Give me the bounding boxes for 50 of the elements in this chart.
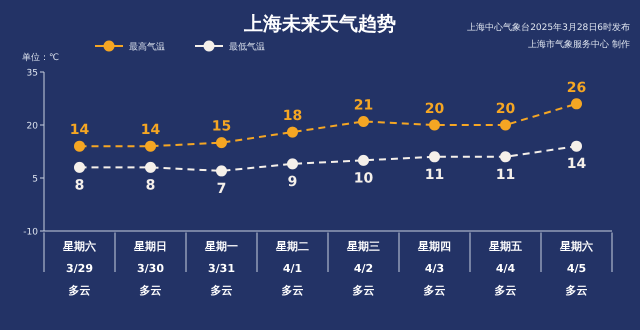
data-label: 14 (70, 122, 90, 138)
data-label: 21 (354, 97, 374, 114)
data-label: 20 (424, 101, 444, 117)
x-tick-label: 星期六 4/5 多云 (559, 240, 593, 297)
point (287, 126, 298, 138)
data-label: 11 (496, 166, 516, 183)
data-label: 8 (74, 177, 84, 194)
point (287, 158, 298, 170)
y-tick-label: 35 (26, 68, 38, 78)
x-tick-label: 星期三 4/2 多云 (346, 240, 380, 297)
data-label: 26 (566, 80, 586, 96)
legend-label: 最高气温 (129, 42, 165, 52)
legend-label: 最低气温 (229, 42, 265, 52)
x-tick-label: 星期日 3/30 多云 (133, 240, 167, 297)
data-label: 10 (354, 170, 374, 186)
data-label: 20 (496, 101, 516, 117)
data-label: 8 (146, 177, 156, 194)
y-tick-label: 5 (32, 174, 38, 184)
point (429, 120, 440, 130)
chart-title: 上海未来天气趋势 (243, 13, 396, 35)
x-tick-label: 星期四 4/3 多云 (417, 240, 451, 297)
point (358, 116, 369, 127)
data-label: 11 (424, 166, 444, 183)
point (571, 98, 582, 110)
data-label: 18 (282, 108, 302, 124)
x-tick-label: 星期一 3/31 多云 (204, 240, 238, 297)
point (74, 162, 85, 173)
text: 上海市气象服务中心 制作 (528, 39, 630, 50)
y-tick-label: -10 (23, 228, 38, 238)
text: 上海中心气象台2025年3月28日6时发布 (467, 22, 630, 33)
point (358, 154, 369, 166)
point (216, 137, 227, 148)
point (145, 162, 156, 173)
point (216, 165, 227, 176)
x-tick-label: 星期五 4/4 多云 (488, 240, 522, 297)
data-label: 14 (566, 156, 586, 172)
point (571, 140, 582, 152)
point (500, 151, 511, 162)
point (500, 120, 511, 130)
data-label: 7 (216, 180, 226, 197)
y-axis-title: 单位：℃ (22, 52, 60, 63)
x-tick-label: 星期二 4/1 多云 (275, 240, 309, 297)
y-tick-label: 20 (26, 122, 38, 132)
data-label: 15 (212, 118, 232, 135)
data-label: 14 (140, 122, 160, 138)
point (429, 151, 440, 162)
data-label: 9 (288, 174, 298, 190)
point (145, 140, 156, 152)
x-tick-label: 星期六 3/29 多云 (62, 240, 96, 297)
point (74, 140, 85, 152)
